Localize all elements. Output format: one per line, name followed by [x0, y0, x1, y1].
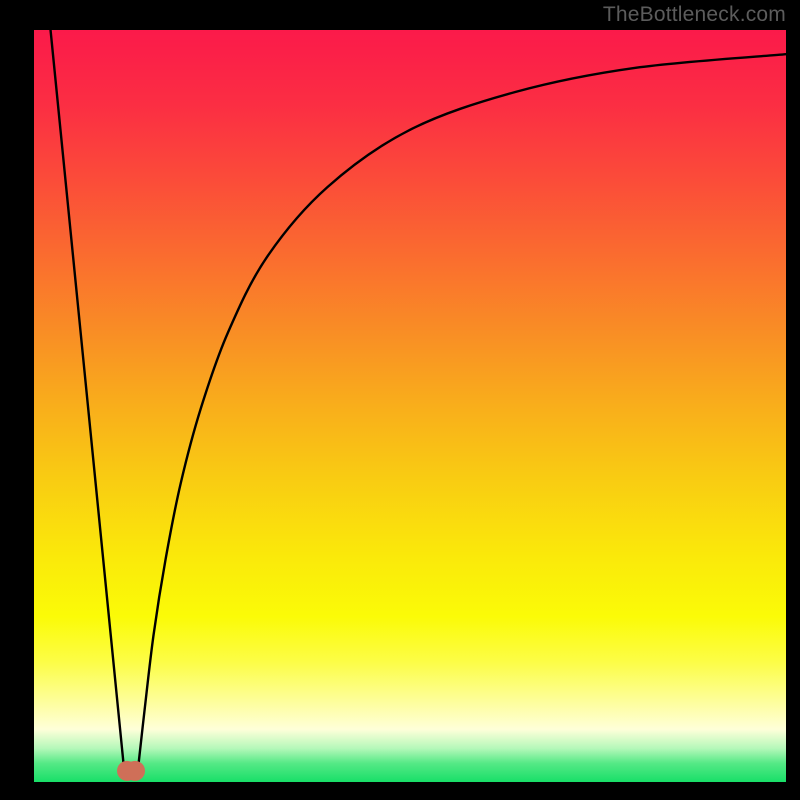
border-left [0, 0, 34, 800]
border-right [786, 0, 800, 800]
attribution-text: TheBottleneck.com [603, 3, 786, 27]
border-bottom [0, 786, 800, 800]
curve-right-branch [138, 54, 786, 771]
plot-area [34, 30, 786, 786]
curve-left-branch [51, 30, 125, 771]
trough-marker [117, 761, 145, 781]
curve-layer [34, 30, 786, 786]
figure-container: TheBottleneck.com [0, 0, 800, 800]
